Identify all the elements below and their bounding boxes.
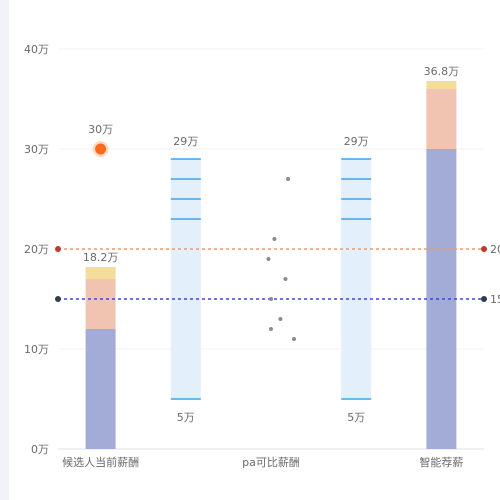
- scatter-points: [266, 177, 297, 341]
- scatter-point: [278, 317, 283, 321]
- range-bar: [170, 159, 201, 399]
- reference-label: 20: [490, 243, 500, 256]
- highlight-point: [92, 141, 109, 157]
- stack-total-label: 18.2万: [83, 251, 119, 264]
- range-bar: [341, 159, 372, 399]
- y-tick-label: 30万: [24, 143, 49, 156]
- range-high-label: 29万: [173, 135, 198, 148]
- scatter-point: [269, 297, 273, 301]
- x-category-label: 候选人当前薪酬: [62, 455, 139, 469]
- left-margin-strip: [0, 0, 9, 500]
- scatter-point: [269, 327, 273, 331]
- x-axis-categories: 候选人当前薪酬 pa可比薪酬 智能荐薪: [62, 455, 463, 469]
- reference-start-dot: [55, 246, 61, 252]
- reference-start-dot: [55, 296, 61, 302]
- range-low-label: 5万: [177, 411, 195, 424]
- reference-end-dot: [481, 246, 487, 252]
- stack-segment: [85, 267, 116, 279]
- highlight-dot: [95, 143, 107, 155]
- value-labels: 29万 5万 29万 5万 18.2万 36.8万 30万: [83, 65, 459, 424]
- y-tick-label: 20万: [24, 243, 49, 256]
- scatter-point: [286, 177, 291, 181]
- stack-segment: [426, 81, 457, 89]
- y-tick-label: 0万: [31, 443, 49, 456]
- highlight-label: 30万: [88, 123, 113, 136]
- scatter-point: [266, 257, 271, 261]
- y-tick-label: 40万: [24, 43, 49, 56]
- range-bars: [170, 158, 372, 400]
- stack-total-label: 36.8万: [424, 65, 460, 78]
- scatter-point: [283, 277, 288, 281]
- reference-label: 15: [490, 293, 500, 306]
- range-low-label: 5万: [347, 411, 365, 424]
- stack-segment: [85, 329, 116, 449]
- reference-end-dot: [481, 296, 487, 302]
- stacked-bars: [85, 81, 457, 449]
- x-category-label: 智能荐薪: [419, 455, 463, 469]
- scatter-point: [272, 237, 277, 241]
- stack-segment: [85, 279, 116, 329]
- x-category-label: pa可比薪酬: [242, 456, 300, 469]
- stack-segment: [426, 89, 457, 149]
- range-high-label: 29万: [344, 135, 369, 148]
- y-axis-ticks: 0万 10万 20万 30万 40万: [24, 43, 49, 456]
- y-tick-label: 10万: [24, 343, 49, 356]
- scatter-point: [292, 337, 297, 341]
